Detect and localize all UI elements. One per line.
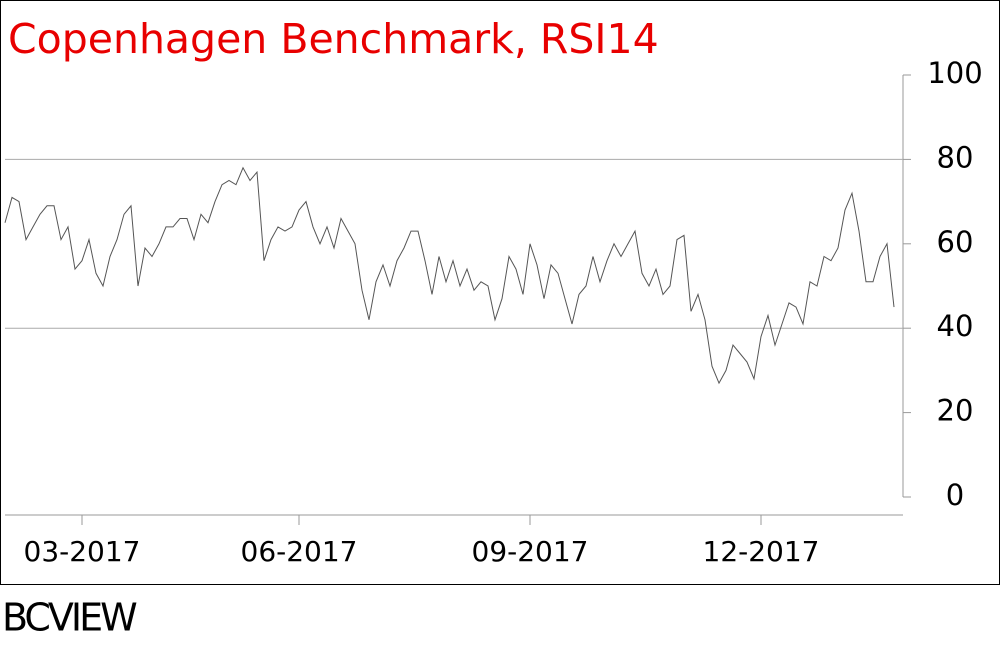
y-tick-label: 60 — [937, 225, 974, 259]
y-tick-label: 100 — [927, 56, 982, 90]
y-tick-label: 0 — [946, 478, 964, 512]
frame — [0, 0, 1000, 585]
y-tick-label: 80 — [937, 140, 974, 174]
y-tick-label: 20 — [937, 394, 974, 428]
x-tick-label: 03-2017 — [24, 535, 141, 568]
x-tick-label: 12-2017 — [703, 535, 820, 568]
y-tick-label: 40 — [937, 309, 974, 343]
rsi-line — [4, 166, 895, 385]
source: BCVIEW — [2, 596, 137, 640]
chart-title: Copenhagen Benchmark, RSI14 — [8, 15, 659, 63]
x-tick-label: 06-2017 — [241, 535, 358, 568]
x-tick-label: 09-2017 — [472, 535, 589, 568]
